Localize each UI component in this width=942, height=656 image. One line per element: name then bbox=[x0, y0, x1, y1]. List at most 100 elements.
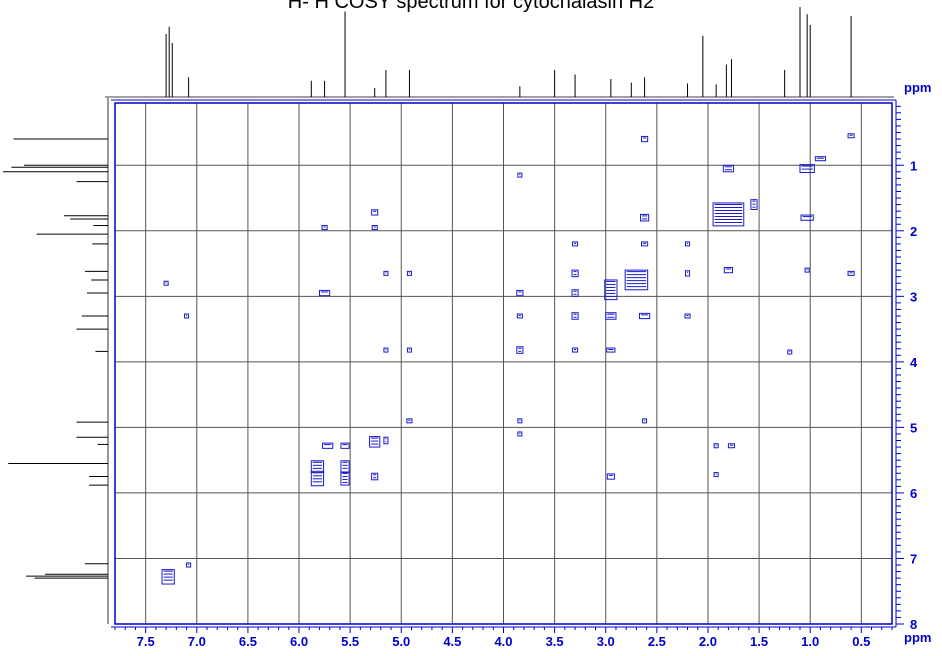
contour-outer bbox=[571, 312, 579, 320]
x-tick-label: 7.0 bbox=[188, 634, 206, 649]
top-1d-projection bbox=[105, 7, 894, 98]
cross-peak-41 bbox=[642, 418, 648, 424]
cross-peak-7 bbox=[340, 460, 350, 474]
contour-outer bbox=[787, 349, 793, 355]
cross-peak-33 bbox=[605, 312, 617, 320]
contour-outer bbox=[383, 347, 389, 353]
cross-peak-3 bbox=[184, 313, 190, 319]
x-tick-label: 5.0 bbox=[392, 634, 410, 649]
contour-outer bbox=[406, 270, 412, 276]
cross-peak-59 bbox=[517, 172, 523, 178]
cross-peak-55 bbox=[847, 133, 855, 139]
cross-peak-44 bbox=[684, 241, 691, 247]
contour-outer bbox=[163, 280, 169, 286]
cross-peak-21 bbox=[383, 347, 389, 353]
contour-outer bbox=[340, 442, 350, 449]
cross-peak-26 bbox=[517, 431, 523, 437]
contour-outer bbox=[684, 241, 691, 247]
contour-outer bbox=[517, 172, 523, 178]
contour-outer bbox=[639, 213, 650, 222]
cross-peak-58 bbox=[787, 349, 793, 355]
contour-outer bbox=[318, 289, 331, 297]
cross-peak-13 bbox=[318, 289, 331, 297]
cross-peak-43 bbox=[684, 313, 691, 319]
x-tick-label: 5.5 bbox=[341, 634, 359, 649]
x-tick-label: 4.0 bbox=[494, 634, 512, 649]
cross-peak-16 bbox=[371, 225, 378, 231]
cross-peak-31 bbox=[572, 347, 579, 353]
cross-peak-8 bbox=[322, 442, 334, 449]
cross-peak-30 bbox=[572, 241, 579, 247]
contour-outer bbox=[383, 270, 389, 276]
cross-peak-45 bbox=[713, 443, 719, 449]
contour-outer bbox=[516, 346, 524, 354]
x-tick-label: 1.5 bbox=[750, 634, 768, 649]
x-tick-label: 6.5 bbox=[239, 634, 257, 649]
contour-outer bbox=[310, 460, 325, 474]
contour-outer bbox=[572, 241, 579, 247]
contour-outer bbox=[804, 267, 810, 273]
contour-outer bbox=[684, 270, 691, 277]
contour-outer bbox=[713, 443, 719, 449]
left-1d-projection bbox=[3, 98, 109, 624]
contour-outer bbox=[814, 156, 827, 162]
cross-peak-29 bbox=[571, 269, 579, 278]
contour-outer bbox=[723, 266, 734, 274]
y-tick-label: 6 bbox=[910, 486, 917, 501]
cross-peak-39 bbox=[641, 241, 649, 247]
x-axis: 7.5 7.0 6.5 6.0 5.5 5.0 4.5 4.0 3.5 3.0 2.5 2.0 1.5 1… bbox=[114, 627, 893, 649]
cross-peak-54 bbox=[814, 156, 827, 162]
cross-peak-25 bbox=[517, 418, 523, 424]
cross-peak-20 bbox=[406, 347, 412, 353]
contour-outer bbox=[638, 312, 651, 320]
cross-peak-32 bbox=[604, 279, 618, 301]
contour-outer bbox=[847, 270, 855, 276]
y-tick-label: 3 bbox=[910, 289, 917, 304]
contour-outer bbox=[371, 209, 379, 216]
contour-outer bbox=[800, 214, 814, 221]
contour-outer bbox=[340, 460, 350, 474]
contour-outer bbox=[371, 225, 378, 231]
cross-peak-37 bbox=[638, 312, 651, 320]
contour-outer bbox=[186, 562, 192, 568]
contour-outer bbox=[605, 312, 617, 320]
contour-outer bbox=[571, 289, 579, 297]
x-tick-label: 3.5 bbox=[546, 634, 564, 649]
contour-outer bbox=[624, 269, 649, 291]
contour-outer bbox=[641, 241, 649, 247]
contour-outer bbox=[722, 164, 735, 173]
cross-peak-57 bbox=[804, 267, 810, 273]
contour-outer bbox=[184, 313, 190, 319]
contour-outer bbox=[606, 473, 615, 480]
cross-peaks bbox=[161, 133, 855, 585]
y-tick-label: 1 bbox=[910, 158, 917, 173]
cross-peak-28 bbox=[571, 289, 579, 297]
cross-peak-23 bbox=[516, 313, 523, 319]
x-axis-label: ppm bbox=[904, 630, 931, 645]
contour-outer bbox=[713, 472, 719, 478]
cross-peak-12 bbox=[371, 472, 379, 481]
cross-peak-19 bbox=[406, 418, 413, 424]
contour-outer bbox=[750, 199, 758, 210]
cross-peak-42 bbox=[684, 270, 691, 277]
plot-border bbox=[114, 102, 893, 625]
cross-peak-14 bbox=[321, 225, 328, 231]
y-axis: 1 2 3 4 5 6 7 8 bbox=[896, 105, 918, 632]
contour-outer bbox=[517, 431, 523, 437]
x-tick-label: 7.5 bbox=[137, 634, 155, 649]
plot-frame bbox=[111, 99, 897, 628]
cross-peak-53 bbox=[800, 214, 814, 221]
contour-outer bbox=[684, 313, 691, 319]
contour-outer bbox=[340, 471, 350, 486]
cross-peak-24 bbox=[516, 346, 524, 354]
cross-peak-4 bbox=[310, 470, 325, 487]
cross-peak-38 bbox=[639, 213, 650, 222]
cross-peak-34 bbox=[606, 347, 616, 353]
contour-outer bbox=[604, 279, 618, 301]
cross-peak-6 bbox=[340, 471, 350, 486]
cross-peak-5 bbox=[310, 460, 325, 474]
x-tick-label: 0.5 bbox=[852, 634, 870, 649]
contour-outer bbox=[369, 436, 381, 448]
x-tick-label: 3.0 bbox=[597, 634, 615, 649]
